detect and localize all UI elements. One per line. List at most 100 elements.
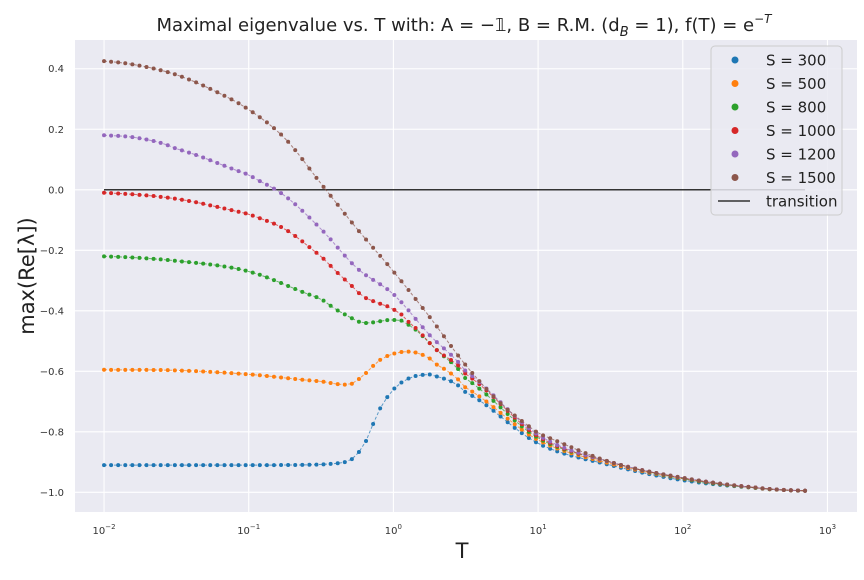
- data-point: [314, 295, 319, 300]
- data-point: [555, 439, 560, 444]
- data-point: [229, 208, 234, 213]
- legend-label: S = 800: [766, 99, 826, 117]
- data-point: [718, 481, 723, 486]
- data-point: [151, 194, 156, 199]
- data-point: [279, 463, 284, 468]
- data-point: [229, 463, 234, 468]
- data-point: [760, 486, 765, 491]
- data-point: [640, 468, 645, 473]
- data-point: [109, 254, 114, 259]
- data-point: [427, 356, 432, 361]
- data-point: [165, 70, 170, 75]
- data-point: [286, 376, 291, 381]
- data-point: [378, 301, 383, 306]
- data-point: [498, 401, 503, 406]
- data-point: [293, 376, 298, 381]
- data-point: [463, 362, 468, 367]
- data-point: [349, 381, 354, 386]
- data-point: [236, 267, 241, 272]
- data-point: [364, 237, 369, 242]
- data-point: [795, 488, 800, 493]
- data-point: [314, 222, 319, 227]
- y-tick-label: −0.4: [40, 306, 64, 317]
- data-point: [541, 443, 546, 448]
- data-point: [307, 215, 312, 220]
- data-point: [293, 286, 298, 291]
- data-point: [703, 479, 708, 484]
- data-point: [187, 77, 192, 82]
- data-point: [335, 461, 340, 466]
- data-point: [321, 256, 326, 261]
- data-point: [165, 368, 170, 373]
- data-point: [264, 120, 269, 125]
- data-point: [321, 379, 326, 384]
- data-point: [392, 351, 397, 356]
- data-point: [555, 449, 560, 454]
- data-point: [470, 374, 475, 379]
- data-point: [130, 463, 135, 468]
- data-point: [137, 136, 142, 141]
- data-point: [484, 392, 489, 397]
- data-point: [803, 488, 808, 493]
- data-point: [328, 263, 333, 268]
- data-point: [194, 80, 199, 85]
- data-point: [179, 259, 184, 264]
- data-point: [236, 101, 241, 106]
- data-point: [441, 346, 446, 351]
- x-tick-base: 10: [93, 526, 106, 537]
- data-point: [194, 200, 199, 205]
- data-point: [399, 318, 404, 323]
- data-point: [356, 267, 361, 272]
- data-point: [378, 282, 383, 287]
- data-point: [123, 134, 128, 139]
- data-point: [300, 289, 305, 294]
- data-point: [215, 263, 220, 268]
- x-tick-exponent: 0: [398, 523, 402, 531]
- data-point: [102, 367, 107, 372]
- data-point: [349, 261, 354, 266]
- data-point: [399, 300, 404, 305]
- series-line: [104, 373, 806, 492]
- data-point: [392, 270, 397, 275]
- data-point: [406, 288, 411, 293]
- data-point: [264, 373, 269, 378]
- data-point: [470, 393, 475, 398]
- data-point: [392, 307, 397, 312]
- data-point: [236, 209, 241, 214]
- data-point: [356, 291, 361, 296]
- data-point: [116, 133, 121, 138]
- x-tick-labels: 10−2 10−1 100 101 102 103: [93, 523, 837, 537]
- data-point: [321, 229, 326, 234]
- data-point: [307, 378, 312, 383]
- data-point: [215, 463, 220, 468]
- data-point: [583, 451, 588, 456]
- data-point: [356, 319, 361, 324]
- data-point: [314, 462, 319, 467]
- data-point: [371, 245, 376, 250]
- data-point: [349, 220, 354, 225]
- data-point: [208, 203, 213, 208]
- data-point: [548, 439, 553, 444]
- data-point: [293, 462, 298, 467]
- data-point: [201, 83, 206, 88]
- data-point: [286, 463, 291, 468]
- x-tick-label: 100: [385, 523, 402, 537]
- data-point: [123, 255, 128, 260]
- data-point: [158, 194, 163, 199]
- data-point: [201, 369, 206, 374]
- data-point: [746, 484, 751, 489]
- data-point: [243, 211, 248, 216]
- data-point: [519, 431, 524, 436]
- legend-marker: [731, 127, 739, 134]
- data-point: [307, 166, 312, 171]
- data-point: [222, 370, 227, 375]
- data-point: [293, 234, 298, 238]
- legend-marker: [731, 150, 739, 158]
- data-point: [406, 376, 411, 381]
- data-point: [519, 427, 524, 432]
- data-point: [753, 485, 758, 490]
- data-point: [420, 333, 425, 338]
- y-tick-label: −0.8: [40, 427, 64, 438]
- data-point: [505, 416, 510, 421]
- data-point: [392, 386, 397, 391]
